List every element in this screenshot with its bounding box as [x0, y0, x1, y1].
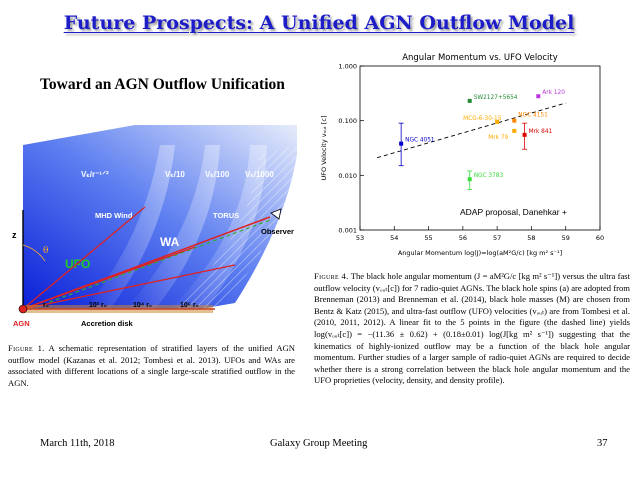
- agn-label: AGN: [13, 319, 30, 328]
- z-axis-label: z: [12, 230, 17, 240]
- figure4-caption: Figure 4. The black hole angular momentu…: [314, 271, 630, 387]
- data-points: NGC 4051 NGC 3783 SW2127+5654 MCG-6-30-15 NG…: [398, 90, 565, 190]
- footer-page-number: 37: [597, 438, 608, 449]
- data-point: [512, 118, 517, 123]
- data-point: [512, 128, 517, 133]
- layer-label-2: Vₖ/10: [165, 170, 185, 179]
- y-tick-label: 0.100: [338, 117, 357, 125]
- layer-label-1: Vₖ/r⁻¹⸍²: [81, 170, 109, 179]
- slide-title: Future Prospects: A Unified AGN Outflow …: [63, 12, 575, 34]
- y-tick-label: 0.001: [338, 227, 357, 235]
- x-tick-label: 55: [424, 234, 432, 242]
- data-label: Mrk 79: [488, 135, 508, 141]
- footer-date: March 11th, 2018: [40, 438, 115, 449]
- x-axis-label: Angular Momentum log(J)=log(aM²G/c) [kg …: [398, 249, 562, 257]
- data-label: MCG-6-30-15: [463, 116, 502, 122]
- torus-label: TORUS: [213, 211, 239, 220]
- angular-momentum-chart: Angular Momentum vs. UFO Velocity 0.0010…: [320, 53, 604, 257]
- x-tick-label: 53: [356, 234, 364, 242]
- data-point: [495, 119, 500, 124]
- data-label: Mrk 841: [529, 129, 553, 135]
- layer-label-4: Vₖ/1000: [245, 170, 274, 179]
- chart-annotation: ADAP proposal, Danehkar +: [460, 207, 567, 217]
- data-point: [522, 132, 527, 137]
- x-tick-label: 59: [562, 234, 570, 242]
- y-tick-label: 1.000: [338, 63, 357, 71]
- x-tick-label: 58: [527, 234, 535, 242]
- disk-tick-3: 10⁶ r₀: [180, 302, 199, 309]
- disk-tick-1: 10² r₀: [89, 302, 107, 309]
- data-label: SW2127+5654: [474, 95, 518, 101]
- fit-line-path: [377, 102, 566, 159]
- sightline-3: [22, 246, 196, 310]
- data-label: Ark 120: [542, 90, 565, 96]
- unified-outflow-schematic: Vₖ/r⁻¹⸍² Vₖ/10 Vₖ/100 Vₖ/1000 MHD Wind T…: [12, 125, 297, 328]
- figure1-caption-label: Figure 1.: [8, 343, 45, 353]
- footer-event: Galaxy Group Meeting: [270, 438, 368, 449]
- data-point: [399, 141, 404, 146]
- layer-label-3: Vₖ/100: [205, 170, 230, 179]
- disk-tick-2: 10⁴ r₀: [133, 302, 152, 309]
- layer-band-2: [125, 145, 220, 309]
- torus-hatch: [175, 145, 297, 309]
- slide-subtitle: Toward an AGN Outflow Unification: [40, 76, 285, 93]
- accretion-disk-label: Accretion disk: [81, 319, 134, 328]
- data-point: [467, 177, 472, 182]
- theta-arc: [22, 244, 46, 262]
- figure1-caption: Figure 1. A schematic representation of …: [8, 343, 295, 389]
- observer-label: Observer: [261, 227, 294, 236]
- wa-label: WA: [160, 235, 180, 249]
- theta-label: θ: [43, 246, 48, 256]
- mhd-wind-label: MHD Wind: [95, 211, 133, 220]
- observer-icon: [270, 208, 282, 220]
- data-label: NGC 4051: [405, 138, 435, 144]
- fit-line: [377, 102, 566, 159]
- layer-band-1: [85, 145, 175, 309]
- figure4-caption-label: Figure 4.: [314, 271, 349, 281]
- sightline-5: [22, 264, 236, 310]
- y-tick-label: 0.010: [338, 172, 357, 180]
- data-label: NGC 4151: [518, 113, 548, 119]
- r0-label: r₀: [43, 302, 49, 309]
- agn-dot: [18, 304, 28, 314]
- figure4-caption-text: The black hole angular momentum (J = aM²…: [314, 271, 631, 386]
- x-tick-label: 54: [390, 234, 398, 242]
- x-tick-label: 60: [596, 234, 604, 242]
- plot-frame: [359, 65, 601, 231]
- sightline-2: [22, 219, 271, 313]
- data-label: NGC 3783: [474, 173, 504, 179]
- sightline-4: [22, 206, 146, 310]
- x-axis-ticks: 53 54 55 56 57 58 59 60: [356, 226, 604, 242]
- x-tick-label: 56: [459, 234, 467, 242]
- chart-title: Angular Momentum vs. UFO Velocity: [402, 53, 558, 63]
- y-axis-label: UFO Velocity vₒᵤₜ [c]: [320, 115, 328, 180]
- data-point: [536, 94, 541, 99]
- y-axis-ticks: 0.001 0.010 0.100 1.000: [338, 63, 364, 235]
- x-tick-label: 57: [493, 234, 501, 242]
- data-point: [467, 98, 472, 103]
- figure1-caption-text: A schematic representation of stratified…: [8, 343, 296, 388]
